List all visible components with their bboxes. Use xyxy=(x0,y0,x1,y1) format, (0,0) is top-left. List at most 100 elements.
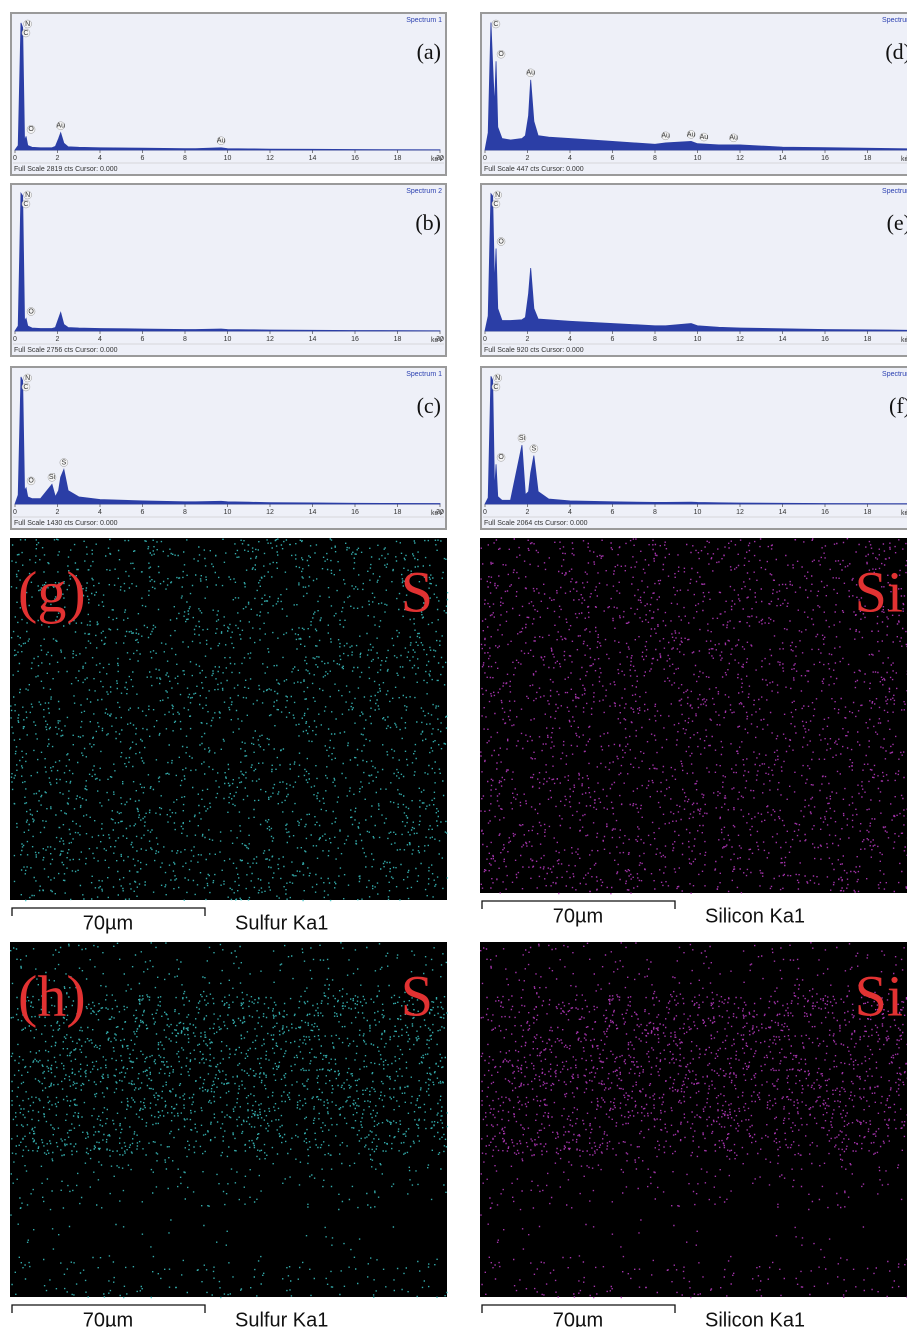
x-tick-label: 12 xyxy=(266,336,274,343)
x-tick-label: 0 xyxy=(483,155,487,162)
scale-label: 70µm xyxy=(553,905,603,927)
x-tick-label: 14 xyxy=(779,155,787,162)
annotation-badge xyxy=(21,28,31,38)
peak-label: Au xyxy=(687,131,696,138)
spectrum-panel: 0 2 4 6 8 10 12 14 16 18 20 Full Scale 2819 cts Cur… xyxy=(10,12,447,176)
map-panel-label: (g) xyxy=(18,559,86,624)
annotation-badge xyxy=(491,199,501,209)
x-axis-label: keV xyxy=(901,337,907,344)
annotation-badge xyxy=(26,476,36,486)
map-caption: Sulfur Ka1 xyxy=(235,912,328,934)
status-text: Full Scale 2064 cts Cursor: 0.000 xyxy=(484,520,588,527)
peak-label: Au xyxy=(729,135,738,142)
map-element-label: S xyxy=(401,963,433,1028)
x-axis-label: keV xyxy=(431,337,443,344)
x-tick-label: 8 xyxy=(653,336,657,343)
scale-bar xyxy=(11,1304,206,1313)
x-tick-label: 2 xyxy=(56,509,60,516)
x-tick-label: 12 xyxy=(266,155,274,162)
x-tick-label: 4 xyxy=(98,509,102,516)
spectrum-panel: 0 2 4 6 8 10 12 14 16 18 20 Full Scale 2756 cts Cur… xyxy=(10,183,447,357)
x-tick-label: 12 xyxy=(736,509,744,516)
map-dots xyxy=(10,942,449,1299)
panel-frame xyxy=(10,366,447,530)
element-map: Si 70µm Silicon Ka1 xyxy=(480,942,907,1327)
element-map: (g) S 70µm Sulfur Ka1 xyxy=(10,538,449,934)
spectrum-area xyxy=(14,22,441,151)
status-text: Full Scale 2756 cts Cursor: 0.000 xyxy=(14,347,118,354)
annotation-badge xyxy=(493,373,502,383)
x-axis-label: keV xyxy=(901,510,907,517)
peak-label: Au xyxy=(217,138,226,145)
peak-label: C xyxy=(23,201,28,208)
panel-label: (c) xyxy=(417,393,441,418)
x-tick-label: 16 xyxy=(351,336,359,343)
x-tick-label: 14 xyxy=(309,336,317,343)
status-text: Full Scale 2819 cts Cursor: 0.000 xyxy=(14,166,118,173)
annotation-badge xyxy=(491,19,501,29)
x-tick-label: 14 xyxy=(779,509,787,516)
x-tick-label: 8 xyxy=(183,509,187,516)
x-tick-label: 4 xyxy=(568,336,572,343)
x-tick-label: 18 xyxy=(394,155,402,162)
peak-label: O xyxy=(28,126,34,133)
x-tick-label: 10 xyxy=(694,509,702,516)
peak-label: N xyxy=(495,192,500,199)
spectrum-area xyxy=(484,376,907,505)
annotation-badge xyxy=(729,133,738,143)
panel-label: (b) xyxy=(415,210,441,235)
spectrum-area xyxy=(14,376,441,505)
peak-label: O xyxy=(498,238,504,245)
x-tick-label: 16 xyxy=(821,509,829,516)
annotation-badge xyxy=(496,49,506,59)
panel-label: (d) xyxy=(885,39,907,64)
spectrum-label: Spectrum xyxy=(882,188,907,195)
x-tick-label: 18 xyxy=(864,509,872,516)
spectrum-area xyxy=(484,192,907,332)
annotation-badge xyxy=(26,307,36,316)
panel-label: (e) xyxy=(887,210,907,235)
x-tick-label: 14 xyxy=(779,336,787,343)
scale-bar xyxy=(481,900,676,909)
x-tick-label: 6 xyxy=(141,336,145,343)
x-tick-label: 12 xyxy=(266,509,274,516)
x-tick-label: 6 xyxy=(611,336,615,343)
peak-label: C xyxy=(23,384,28,391)
x-tick-label: 10 xyxy=(694,155,702,162)
x-tick-label: 0 xyxy=(483,336,487,343)
x-tick-label: 0 xyxy=(13,155,17,162)
element-map: Si 70µm Silicon Ka1 xyxy=(480,538,907,927)
annotation-badge xyxy=(496,237,506,246)
x-tick-label: 16 xyxy=(351,155,359,162)
x-tick-label: 4 xyxy=(98,155,102,162)
x-tick-label: 2 xyxy=(56,336,60,343)
x-tick-label: 4 xyxy=(98,336,102,343)
peak-label: Si xyxy=(519,435,526,442)
x-tick-label: 0 xyxy=(13,336,17,343)
annotation-badge xyxy=(23,19,32,29)
spectrum-label: Spectrum xyxy=(882,371,907,378)
x-tick-label: 2 xyxy=(526,336,530,343)
annotation-badge xyxy=(526,68,535,78)
x-tick-label: 12 xyxy=(736,155,744,162)
annotation-badge xyxy=(529,444,539,453)
peak-label: C xyxy=(23,30,28,37)
annotation-badge xyxy=(23,190,32,200)
x-tick-label: 8 xyxy=(183,155,187,162)
panel-frame xyxy=(10,12,447,176)
scale-bar xyxy=(481,1304,676,1313)
status-text: Full Scale 920 cts Cursor: 0.000 xyxy=(484,347,584,354)
annotation-badge xyxy=(47,473,57,482)
map-image xyxy=(10,538,447,900)
x-tick-label: 10 xyxy=(694,336,702,343)
map-element-label: Si xyxy=(855,963,903,1028)
annotation-badge xyxy=(686,130,696,139)
x-tick-label: 20 xyxy=(436,509,444,516)
panel-frame xyxy=(10,183,447,357)
spectrum-area xyxy=(484,22,907,151)
annotation-badge xyxy=(59,458,69,467)
